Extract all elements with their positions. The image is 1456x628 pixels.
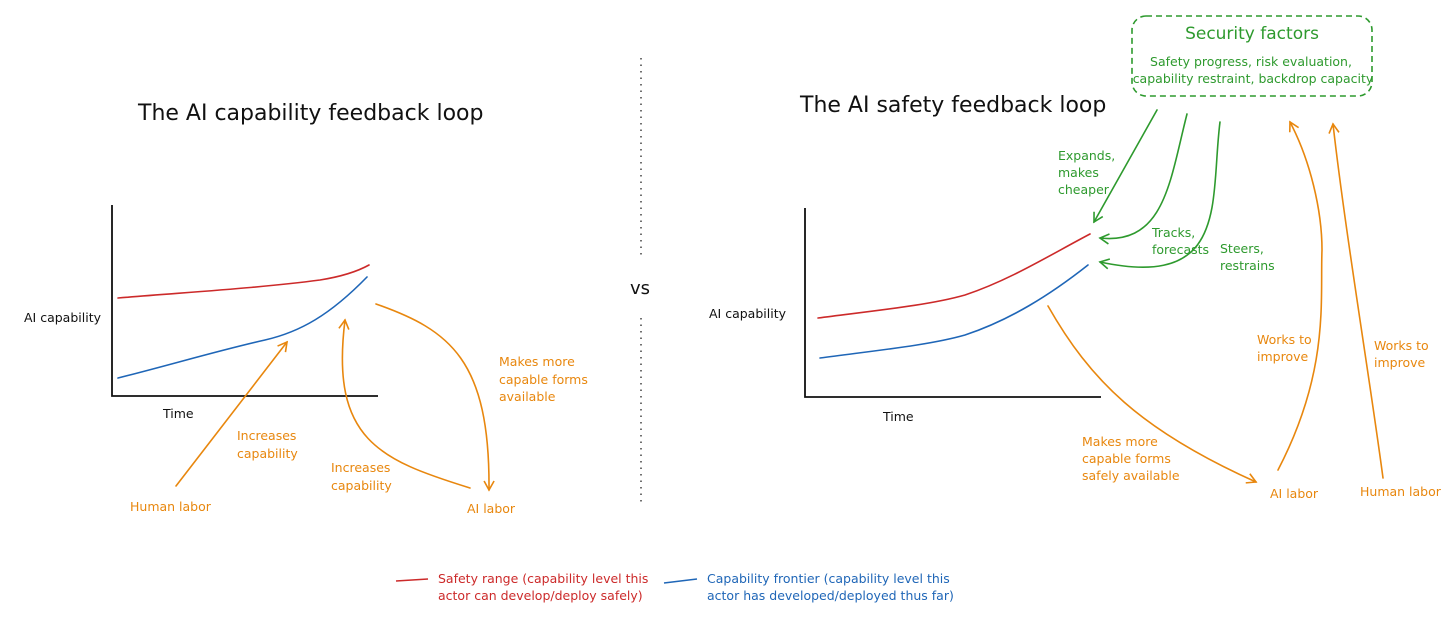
right-human-labor-label: Human labor (1360, 484, 1442, 499)
security-factors-description: Safety progress, risk evaluation, capabi… (1133, 54, 1374, 86)
left-ai-increases-arrow (338, 318, 471, 489)
steers-label: Steers, restrains (1220, 241, 1275, 273)
human-works-to-improve-label: Works to improve (1374, 338, 1433, 370)
human-works-to-improve-arrow (1328, 122, 1384, 479)
left-makes-capable-arrow (375, 303, 495, 492)
legend-safety-label: Safety range (capability level this acto… (438, 571, 652, 603)
makes-safely-available-arrow (1047, 305, 1258, 484)
left-human-increases-arrow (175, 340, 289, 487)
right-ai-labor-label: AI labor (1270, 486, 1319, 501)
left-title: The AI capability feedback loop (137, 101, 483, 126)
ai-works-to-improve-label: Works to improve (1257, 332, 1316, 364)
left-axes (111, 205, 378, 397)
right-y-axis-label: AI capability (709, 306, 787, 321)
makes-more-safely-label: Makes more capable forms safely availabl… (1082, 434, 1180, 483)
right-axes (804, 208, 1101, 398)
right-title: The AI safety feedback loop (799, 93, 1106, 118)
steers-arrow (1098, 121, 1221, 270)
left-makes-more-capable-label: Makes more capable forms available (499, 354, 592, 404)
expands-arrow (1093, 109, 1158, 224)
tracks-arrow (1098, 113, 1188, 245)
vs-label: vs (630, 278, 650, 299)
left-capability-frontier-line (117, 276, 368, 379)
left-safety-range-line (117, 264, 370, 299)
security-factors-title: Security factors (1185, 24, 1319, 44)
left-increases-capability-human-label: Increases capability (237, 428, 300, 461)
left-y-axis-label: AI capability (24, 310, 102, 325)
left-human-labor-label: Human labor (130, 499, 212, 514)
left-x-axis-label: Time (162, 406, 194, 421)
legend-safety-swatch (395, 578, 429, 582)
left-increases-capability-ai-label: Increases capability (331, 460, 394, 493)
right-x-axis-label: Time (882, 409, 914, 424)
legend-frontier-swatch (663, 578, 698, 584)
ai-works-to-improve-arrow (1277, 120, 1323, 471)
right-safety-range-line (817, 233, 1091, 319)
tracks-label: Tracks, forecasts (1151, 225, 1209, 257)
right-capability-frontier-line (819, 264, 1089, 359)
security-factors-box (1131, 15, 1373, 97)
expands-label: Expands, makes cheaper (1058, 148, 1119, 197)
left-ai-labor-label: AI labor (467, 501, 516, 516)
legend-frontier-label: Capability frontier (capability level th… (707, 571, 954, 603)
